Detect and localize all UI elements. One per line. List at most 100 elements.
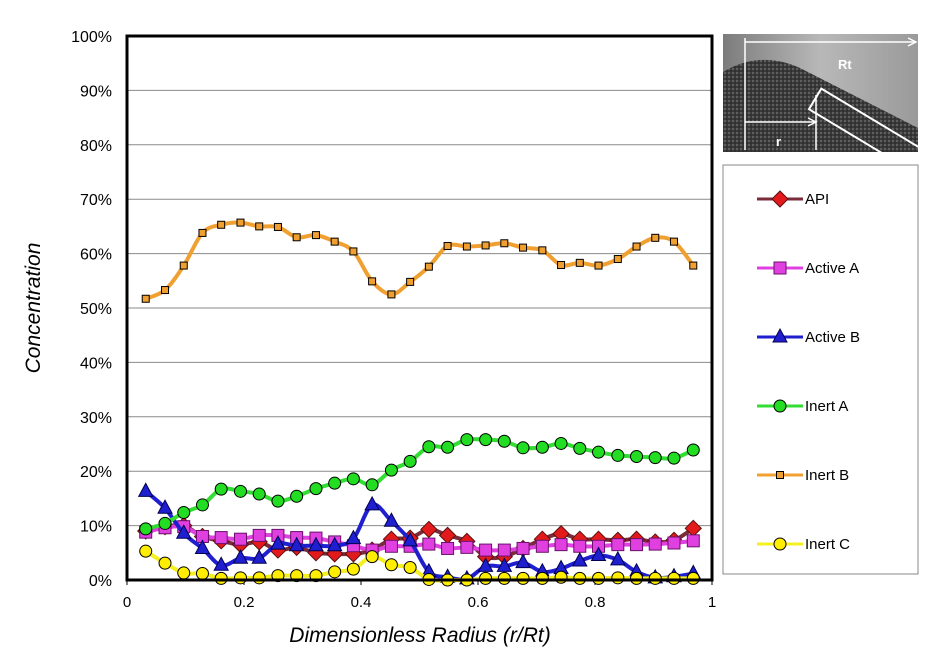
legend-marker xyxy=(772,327,788,343)
data-point-active-b xyxy=(137,482,154,497)
data-point-inert-b xyxy=(651,233,660,242)
data-point-active-a xyxy=(441,541,455,555)
data-point-inert-b xyxy=(141,294,150,303)
gridlines xyxy=(127,89,712,527)
data-point-inert-b xyxy=(632,242,641,251)
x-tick-label: 0.2 xyxy=(234,594,255,611)
data-point-active-b xyxy=(270,535,286,550)
data-point-inert-a xyxy=(460,433,474,447)
data-point-inert-b xyxy=(557,261,566,270)
y-axis-title: Concentration xyxy=(22,243,45,374)
legend-label: API xyxy=(805,191,829,208)
data-point-inert-c xyxy=(177,566,191,580)
legend-box xyxy=(722,164,919,575)
data-point-active-b xyxy=(251,549,268,564)
y-tick-label: 100% xyxy=(71,29,112,46)
data-point-inert-a xyxy=(686,443,700,457)
legend-item-inert-c: Inert C xyxy=(757,536,850,553)
data-point-inert-c xyxy=(403,560,417,574)
data-point-inert-b xyxy=(236,218,245,227)
data-point-active-b xyxy=(571,551,588,567)
data-point-inert-c xyxy=(158,556,172,570)
data-point-active-a xyxy=(233,532,247,546)
data-point-active-a xyxy=(667,536,681,550)
data-point-active-b xyxy=(232,549,249,564)
data-point-inert-b xyxy=(349,247,358,256)
data-point-inert-b xyxy=(255,222,264,231)
data-point-active-a xyxy=(573,539,587,553)
data-point-active-b xyxy=(609,550,626,566)
data-point-inert-b xyxy=(311,231,320,240)
data-point-inert-a xyxy=(346,472,360,486)
data-point-active-a xyxy=(460,540,474,554)
legend-label: Inert B xyxy=(805,467,849,484)
data-point-active-a xyxy=(497,543,511,557)
data-point-inert-c xyxy=(139,544,153,558)
series-group xyxy=(137,218,702,587)
data-point-inert-c xyxy=(497,571,511,585)
data-point-inert-b xyxy=(424,262,433,271)
data-point-inert-a xyxy=(403,454,417,468)
x-tick-label: 0.4 xyxy=(351,594,372,611)
x-tick-label: 1 xyxy=(708,594,716,611)
data-point-inert-a xyxy=(667,451,681,465)
inset-label-rt: Rt xyxy=(838,57,852,72)
legend-item-inert-a: Inert A xyxy=(757,398,848,415)
y-axis-ticks: 0% 10% 20% 30% 40% 50% 60% 70% 80% 90% 100% xyxy=(71,29,112,590)
data-point-inert-c xyxy=(195,566,209,580)
x-axis-title: Dimensionless Radius (r/Rt) xyxy=(289,624,550,647)
data-point-inert-a xyxy=(497,434,511,448)
data-point-active-a xyxy=(516,541,530,555)
legend-item-active-a: Active A xyxy=(757,260,859,277)
legend-label: Inert C xyxy=(805,536,850,553)
data-point-inert-b xyxy=(538,246,547,255)
data-point-inert-c xyxy=(346,562,360,576)
data-point-inert-c xyxy=(214,571,228,585)
data-point-active-b xyxy=(288,536,305,552)
y-tick-label: 20% xyxy=(80,464,112,481)
data-point-active-a xyxy=(422,537,436,551)
data-point-inert-c xyxy=(328,565,342,579)
data-point-inert-b xyxy=(161,286,170,295)
data-point-inert-a xyxy=(611,448,625,462)
data-point-inert-a xyxy=(630,450,644,464)
y-tick-label: 60% xyxy=(80,247,112,264)
data-point-inert-c xyxy=(365,550,379,564)
data-point-inert-a xyxy=(365,478,379,492)
y-tick-label: 0% xyxy=(89,573,112,590)
legend-item-active-b: Active B xyxy=(757,327,860,346)
legend-marker xyxy=(776,471,784,479)
y-tick-label: 70% xyxy=(80,192,112,209)
data-point-active-b xyxy=(175,524,192,539)
x-tick-label: 0.6 xyxy=(468,594,489,611)
data-point-inert-c xyxy=(516,571,530,585)
x-tick-label: 0.8 xyxy=(585,594,606,611)
y-tick-label: 80% xyxy=(80,138,112,155)
data-point-inert-b xyxy=(669,237,678,246)
data-point-inert-a xyxy=(441,440,455,454)
y-tick-label: 30% xyxy=(80,410,112,427)
series-inert-b xyxy=(141,218,698,303)
legend-label: Inert A xyxy=(805,398,848,415)
data-point-active-b xyxy=(213,556,230,571)
data-point-inert-b xyxy=(368,277,377,286)
series-line-inert-b xyxy=(144,220,695,301)
data-point-active-a xyxy=(648,537,662,551)
data-point-inert-a xyxy=(328,476,342,490)
y-tick-label: 50% xyxy=(80,301,112,318)
data-point-api xyxy=(420,520,438,539)
legend-item-api: API xyxy=(757,190,829,208)
data-point-inert-a xyxy=(233,484,247,498)
data-point-inert-b xyxy=(500,239,509,248)
data-point-active-b xyxy=(157,499,173,514)
data-point-inert-b xyxy=(575,258,584,267)
data-point-inert-b xyxy=(273,222,282,231)
y-tick-label: 40% xyxy=(80,355,112,372)
data-point-inert-c xyxy=(686,571,700,585)
data-point-active-a xyxy=(554,538,568,552)
data-point-active-a xyxy=(611,538,625,552)
data-point-active-b xyxy=(345,529,362,545)
inset-label-r: r xyxy=(776,134,781,149)
y-tick-label: 90% xyxy=(80,83,112,100)
